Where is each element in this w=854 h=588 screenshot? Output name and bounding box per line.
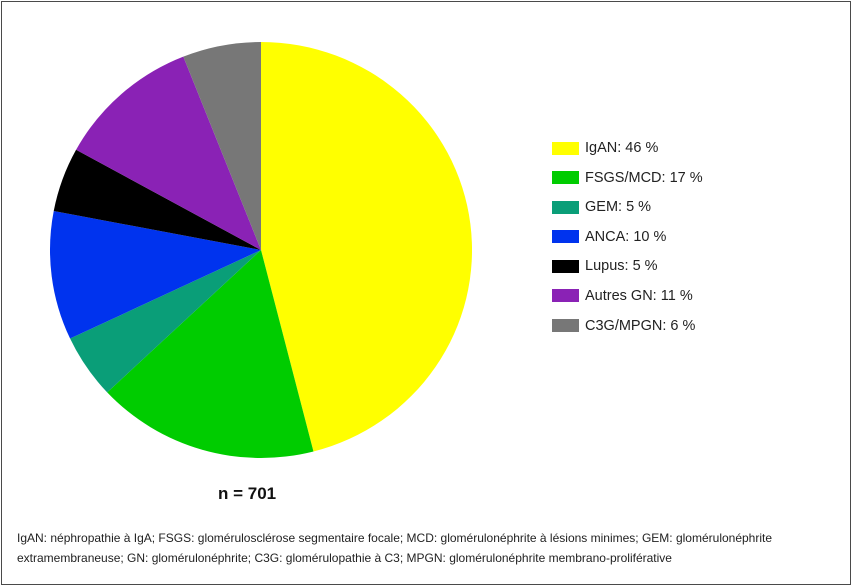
pie-slice — [183, 42, 261, 250]
legend-item: IgAN: 46 % — [552, 138, 703, 158]
legend: IgAN: 46 % FSGS/MCD: 17 % GEM: 5 % ANCA:… — [552, 138, 703, 345]
pie-slice — [50, 211, 261, 339]
legend-swatch — [552, 259, 579, 273]
legend-label: GEM: 5 % — [585, 199, 652, 216]
legend-swatch — [552, 200, 579, 214]
legend-label: C3G/MPGN: 6 % — [585, 317, 696, 334]
pie-slice — [70, 250, 261, 393]
footnote: IgAN: néphropathie à IgA; FSGS: glomérul… — [17, 531, 773, 565]
legend-item: GEM: 5 % — [552, 197, 703, 217]
pie-slice — [261, 41, 473, 452]
legend-swatch — [552, 171, 579, 185]
legend-item: ANCA: 10 % — [552, 227, 703, 247]
sample-size-annotation: n = 701 — [218, 484, 277, 503]
legend-item: C3G/MPGN: 6 % — [552, 316, 703, 336]
pie-slice — [53, 149, 261, 250]
legend-swatch — [552, 141, 579, 155]
pie-slice — [76, 56, 261, 250]
legend-label: IgAN: 46 % — [585, 140, 659, 156]
legend-label: ANCA: 10 % — [585, 228, 667, 245]
legend-swatch — [552, 230, 579, 244]
legend-label: Lupus: 5 % — [585, 258, 658, 275]
legend-label: FSGS/MCD: 17 % — [585, 169, 703, 186]
pie-slice — [107, 250, 314, 459]
legend-swatch — [552, 289, 579, 303]
legend-item: FSGS/MCD: 17 % — [552, 168, 703, 188]
legend-item: Autres GN: 11 % — [552, 286, 703, 306]
legend-swatch — [552, 319, 579, 333]
legend-item: Lupus: 5 % — [552, 256, 703, 276]
legend-label: Autres GN: 11 % — [585, 287, 693, 304]
